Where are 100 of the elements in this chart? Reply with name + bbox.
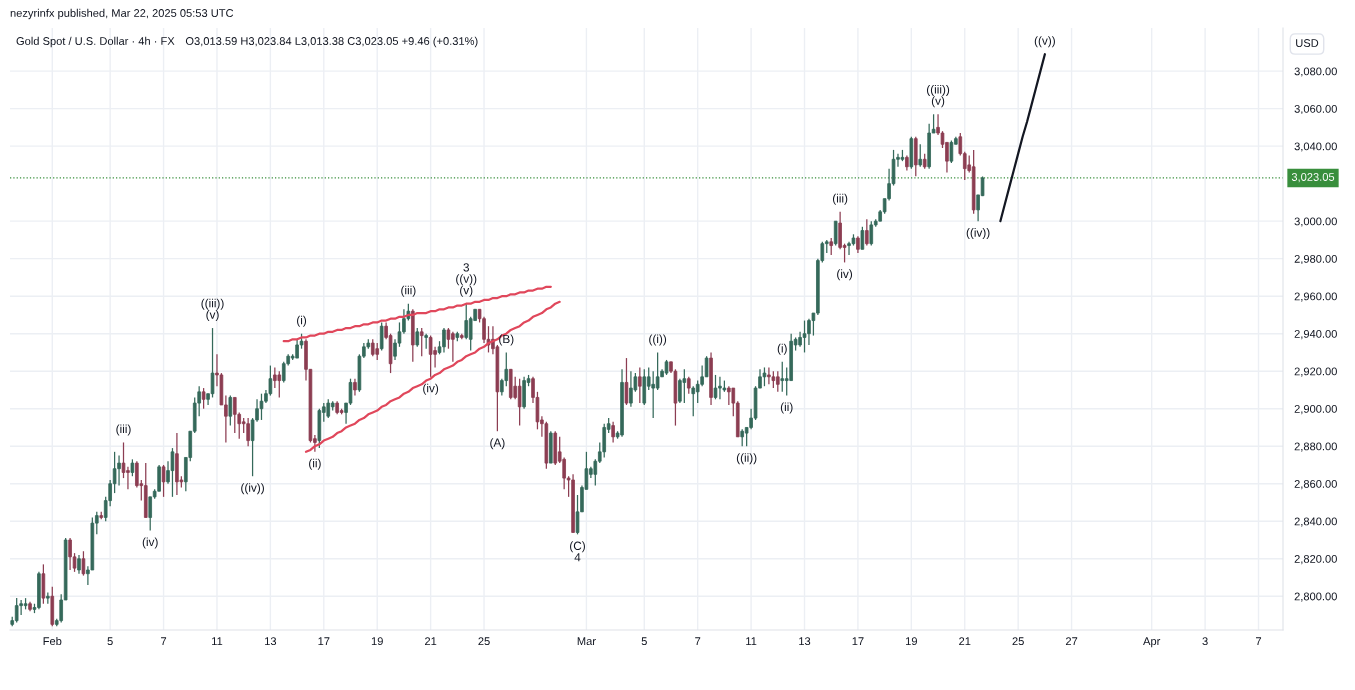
text: (i)	[297, 315, 307, 327]
y-tick-label: 2,880.00	[1294, 442, 1337, 452]
ref-line-label: 3,023.05	[1291, 173, 1335, 183]
x-tick-label: 3	[1202, 637, 1208, 646]
text: (iii)	[832, 193, 848, 205]
candlestick	[949, 139, 954, 164]
y-tick-label: 2,960.00	[1294, 292, 1337, 302]
x-tick-label: 25	[1012, 637, 1024, 646]
data-label: ((v))	[1034, 36, 1055, 48]
candlestick	[428, 334, 433, 378]
text: Gold Spot / U.S. Dollar · 4h · FX	[16, 36, 175, 48]
candlestick	[415, 327, 420, 348]
text: (C) 4	[570, 541, 585, 562]
text: 3 ((v)) (v)	[456, 263, 477, 297]
x-tick-label: 13	[799, 637, 811, 646]
x-tick-label: 7	[1256, 637, 1262, 645]
text: (iv)	[837, 269, 853, 281]
text: ((iii)) (v)	[926, 84, 950, 108]
candlestick	[780, 361, 785, 393]
x-tick-label: 17	[318, 637, 330, 645]
x-tick-label: 19	[371, 637, 383, 646]
x-tick-label: 27	[1065, 637, 1078, 645]
candlestick	[713, 374, 718, 400]
candlestick	[611, 421, 615, 444]
y-tick-label: 2,820.00	[1294, 555, 1337, 565]
candlestick	[379, 321, 384, 352]
x-tick-label: 11	[746, 637, 757, 645]
candlestick	[869, 220, 874, 247]
candlestick	[918, 143, 923, 168]
candlestick	[624, 357, 629, 406]
candlestick	[161, 464, 166, 498]
text: (ii)	[309, 458, 321, 470]
line-series	[304, 300, 561, 453]
candlestick	[833, 220, 838, 247]
x-tick-label: Apr	[1143, 637, 1161, 648]
y-tick-label: 2,860.00	[1294, 479, 1337, 490]
text: ((i))	[649, 334, 667, 346]
x-tick-label: 21	[959, 637, 971, 645]
x-tick-label: Feb	[43, 636, 62, 646]
y-tick-label: 2,920.00	[1294, 367, 1337, 377]
x-tick-label: 13	[265, 637, 277, 646]
candlestick	[170, 447, 175, 498]
x-tick-label: 11	[212, 637, 223, 645]
candlestick	[727, 385, 731, 406]
candlestick	[802, 319, 807, 354]
x-tick-label: Mar	[577, 637, 596, 646]
candlestick	[865, 218, 869, 247]
candlestick	[655, 351, 660, 391]
candlestick	[691, 385, 696, 417]
y-axis-title: USD	[1296, 39, 1319, 47]
candlestick	[419, 327, 424, 357]
text: (iv)	[142, 537, 158, 549]
candlestick	[678, 378, 682, 404]
candlestick	[77, 554, 81, 575]
candlestick	[117, 454, 121, 487]
candlestick	[232, 396, 237, 434]
y-tick-label: 3,040.00	[1294, 142, 1337, 152]
candlestick	[517, 378, 522, 427]
y-tick-label: 3,080.00	[1294, 67, 1337, 77]
x-tick-label: 5	[107, 637, 113, 646]
y-tick-label: 2,980.00	[1294, 254, 1337, 265]
y-tick-label: 3,000.00	[1294, 217, 1337, 227]
candlestick	[14, 597, 19, 624]
x-tick-label: 17	[852, 637, 864, 645]
candlestick	[446, 327, 451, 350]
candlestick	[273, 366, 277, 389]
text: ((iv))	[241, 483, 264, 495]
y-tick-label: 2,940.00	[1294, 329, 1337, 340]
candlestick	[277, 370, 282, 399]
candlestick	[860, 226, 865, 250]
x-tick-label: 7	[695, 637, 701, 645]
text: ((ii))	[736, 453, 757, 465]
x-tick-label: 21	[425, 637, 437, 645]
text: (iii)	[116, 424, 131, 436]
x-tick-label: 7	[161, 637, 167, 645]
candlestick	[246, 417, 250, 447]
text: (iv)	[423, 383, 439, 395]
text: ((iii)) (v)	[201, 298, 224, 322]
candlestick	[638, 366, 642, 404]
candlestick	[762, 366, 767, 387]
candlestick	[629, 370, 633, 408]
text: (iii)	[401, 285, 416, 297]
candlestick	[464, 303, 469, 340]
text: O3,013.59 H3,023.84 L3,013.38 C3,023.05 +9.46 (+0.31%)	[185, 36, 478, 48]
candlestick	[135, 460, 139, 489]
text: ((iv))	[966, 228, 990, 240]
candlestick	[259, 393, 264, 421]
y-tick-label: 2,840.00	[1294, 517, 1337, 527]
text: nezyrinfx published, Mar 22, 2025 05:53 UTC	[10, 8, 234, 20]
y-tick-label: 3,060.00	[1294, 104, 1337, 115]
x-tick-label: 5	[641, 637, 647, 646]
line-series	[999, 53, 1046, 223]
text: (ii)	[780, 402, 793, 414]
text: (i)	[777, 343, 787, 355]
candlestick	[210, 327, 215, 399]
candlestick	[201, 387, 206, 410]
y-tick-label: 2,900.00	[1294, 404, 1337, 415]
candlestick	[682, 368, 687, 404]
candlestick	[81, 550, 86, 577]
y-tick-label: 2,800.00	[1294, 592, 1337, 602]
